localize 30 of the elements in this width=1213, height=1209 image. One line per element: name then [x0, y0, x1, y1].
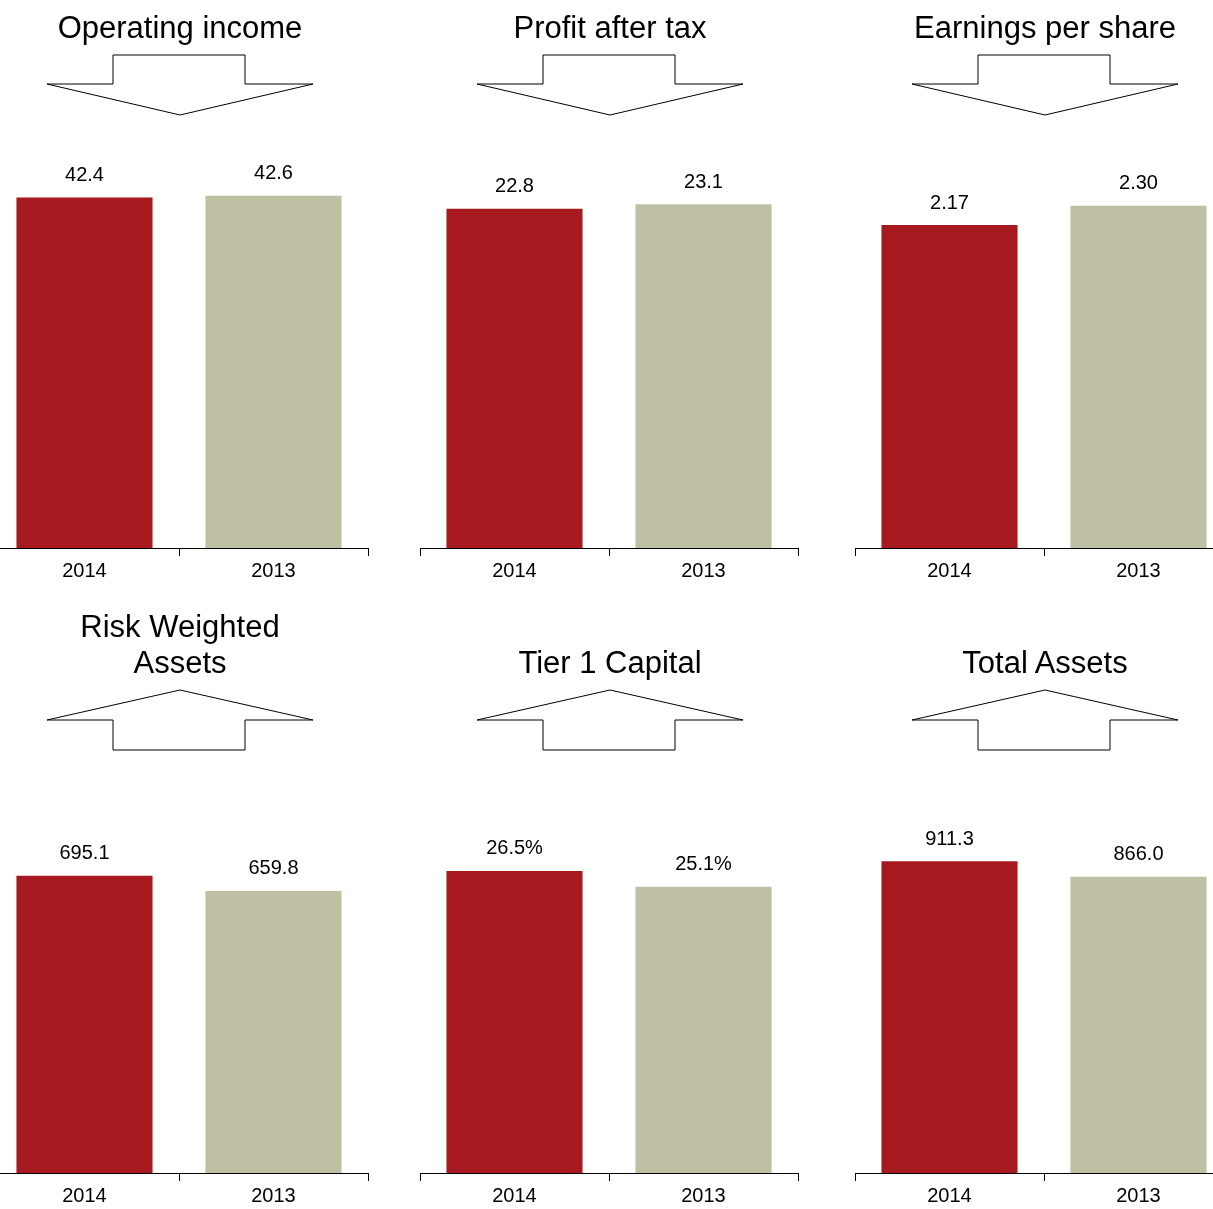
data-label: 26.5% — [486, 836, 544, 859]
x-tick-label: 2014 — [492, 1183, 537, 1206]
chart-title: Risk Weighted Assets — [79, 608, 281, 681]
data-label: 42.6 — [254, 161, 293, 184]
x-tick-label: 2013 — [681, 1183, 726, 1206]
data-label: 22.8 — [495, 174, 534, 197]
chart-title: Total Assets — [961, 644, 1129, 681]
x-tick-label: 2013 — [251, 558, 296, 581]
data-label: 2.30 — [1119, 171, 1158, 194]
x-tick-label: 2013 — [681, 558, 726, 581]
x-tick-label: 2013 — [1116, 558, 1161, 581]
data-label: 911.3 — [925, 826, 974, 849]
data-label: 2.17 — [930, 190, 969, 213]
x-tick-label: 2014 — [62, 558, 107, 581]
chart-title: Operating income — [56, 9, 304, 46]
data-label: 866.0 — [1113, 842, 1164, 865]
x-tick-label: 2014 — [492, 558, 537, 581]
data-label: 25.1% — [675, 852, 733, 875]
data-label: 42.4 — [65, 163, 104, 186]
x-tick-label: 2013 — [251, 1183, 296, 1206]
data-label: 695.1 — [59, 841, 110, 864]
x-tick-label: 2014 — [62, 1183, 107, 1206]
x-tick-label: 2013 — [1116, 1183, 1161, 1206]
x-tick-label: 2014 — [927, 558, 972, 581]
x-tick-label: 2014 — [927, 1183, 972, 1206]
chart-title: Tier 1 Capital — [517, 644, 703, 681]
data-label: 659.8 — [248, 856, 299, 879]
chart-title: Earnings per share — [913, 9, 1177, 46]
data-label: 23.1 — [684, 169, 723, 192]
chart-title: Profit after tax — [512, 9, 708, 46]
